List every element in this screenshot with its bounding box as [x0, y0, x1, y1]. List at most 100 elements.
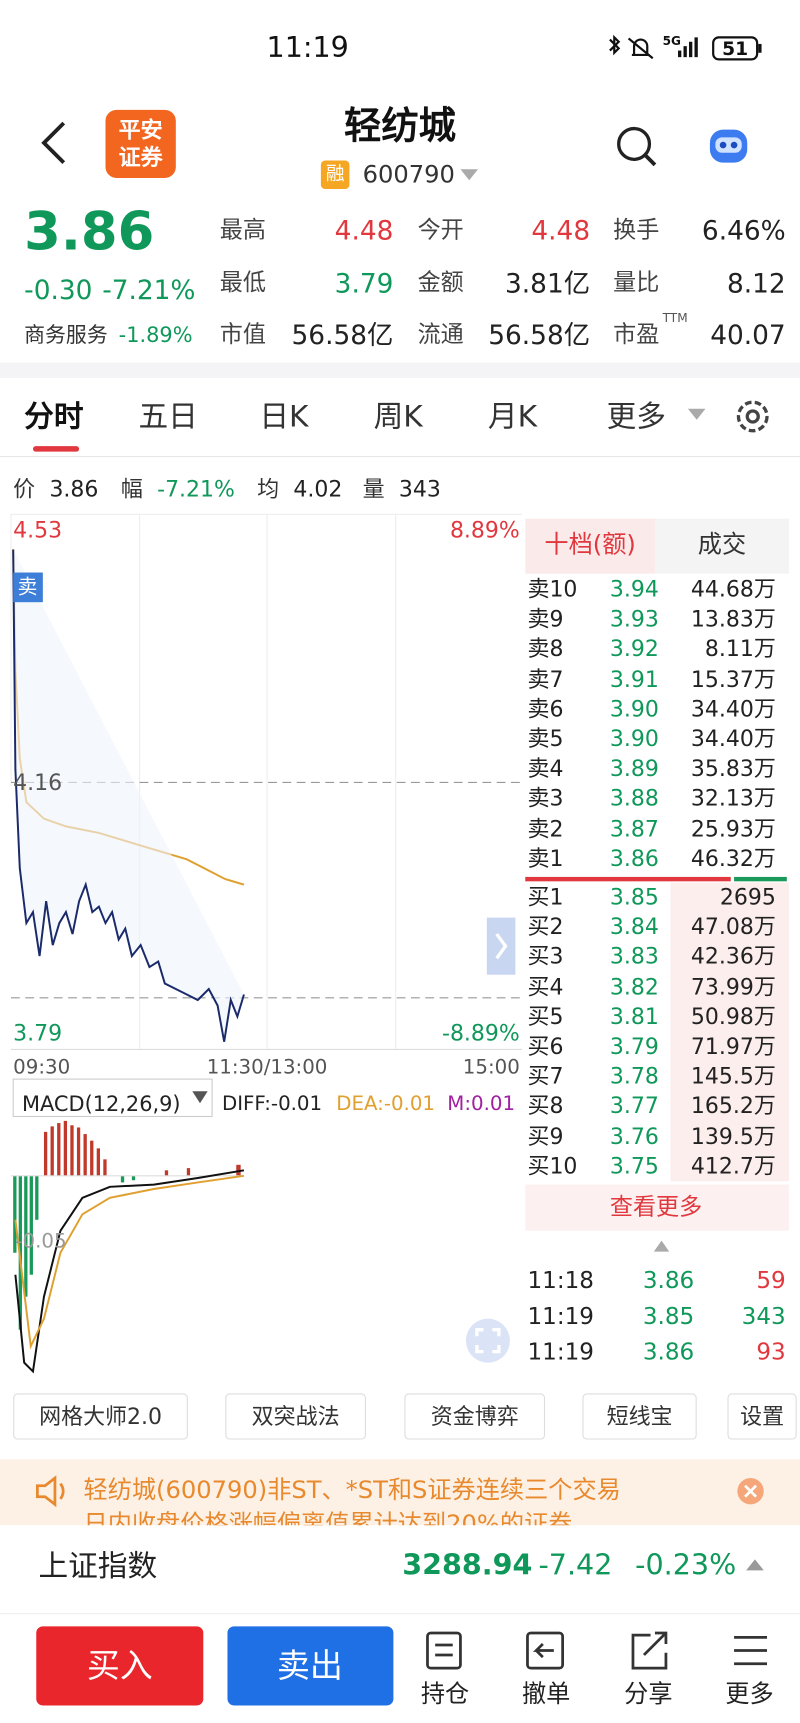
ob-level: 卖8 [527, 635, 564, 662]
time-label: 09:30 [13, 1056, 71, 1080]
ob-amount: 8.11万 [704, 635, 776, 662]
tool-label[interactable]: 短线宝 [606, 1403, 673, 1430]
ob-level: 买1 [527, 883, 564, 910]
sell-label[interactable]: 卖出 [276, 1647, 343, 1686]
ob-level: 买6 [527, 1032, 564, 1060]
stat-label: 最高 [219, 216, 266, 244]
ob-amount: 73.99万 [690, 973, 776, 1000]
info-value: 4.02 [293, 475, 343, 503]
divider [0, 456, 800, 458]
ob-price: 3.82 [609, 973, 659, 1000]
tool-label[interactable]: 双突战法 [251, 1403, 340, 1430]
tool-button[interactable] [727, 1393, 797, 1440]
ob-tab[interactable]: 十档(额) [544, 531, 636, 560]
tab[interactable]: 五日 [138, 399, 198, 434]
ob-level: 买7 [527, 1062, 564, 1090]
change-pct: -7.21% [102, 274, 196, 306]
ob-more[interactable]: 查看更多 [609, 1193, 703, 1221]
stat-label: 市盈 [613, 321, 660, 348]
stat-value: 56.58亿 [291, 319, 394, 351]
code-dropdown[interactable] [459, 168, 479, 181]
ob-price: 3.87 [609, 814, 659, 842]
action-label[interactable]: 分享 [624, 1681, 673, 1709]
info-label: 幅 [120, 475, 143, 503]
assistant-button[interactable] [703, 123, 754, 169]
ob-level: 卖4 [527, 755, 564, 782]
tab[interactable]: 日K [259, 399, 309, 434]
more-bg[interactable] [525, 1184, 790, 1231]
back-button[interactable] [33, 119, 77, 167]
macd-label[interactable]: MACD(12,26,9) [21, 1091, 181, 1117]
tool-label[interactable]: 设置 [740, 1403, 785, 1430]
trade-volume: 59 [756, 1267, 786, 1294]
info-label: 价 [13, 475, 36, 503]
tool-button[interactable] [225, 1393, 366, 1440]
tab[interactable]: 周K [373, 399, 423, 434]
info-value: -7.21% [157, 475, 235, 503]
stat-value: 8.12 [726, 267, 786, 299]
settings-button[interactable] [732, 396, 774, 438]
info-value: 3.86 [49, 475, 99, 503]
ob-price: 3.94 [609, 575, 659, 603]
action-label[interactable]: 撤单 [521, 1681, 571, 1709]
tool-button[interactable] [13, 1393, 188, 1440]
tool-label[interactable]: 网格大师2.0 [39, 1403, 162, 1430]
tab[interactable]: 月K [487, 399, 538, 434]
stat-label: 市值 [219, 321, 266, 348]
stat-value: 56.58亿 [488, 319, 591, 351]
gap [0, 362, 800, 379]
more-dropdown[interactable] [687, 408, 707, 421]
tab[interactable]: 分时 [24, 399, 84, 434]
notice-close[interactable] [736, 1477, 765, 1506]
macd-m: M:0.01 [447, 1092, 516, 1116]
stat-label: 量比 [613, 269, 660, 297]
axis-low: 3.79 [13, 1019, 63, 1047]
buy-label[interactable]: 买入 [86, 1647, 153, 1686]
ob-price: 3.85 [609, 883, 659, 910]
index-toggle[interactable] [745, 1558, 765, 1571]
ob-split-down [734, 876, 787, 882]
tab[interactable]: 更多 [606, 399, 666, 434]
ob-tab [654, 518, 790, 574]
ob-amount: 47.08万 [690, 913, 776, 940]
index-name: 上证指数 [38, 1549, 158, 1584]
ob-tab[interactable]: 成交 [697, 531, 747, 560]
ob-amount: 71.97万 [690, 1032, 776, 1060]
stat-value: 40.07 [710, 319, 786, 351]
stat-value: 4.48 [334, 214, 394, 246]
action-label[interactable]: 持仓 [420, 1681, 470, 1709]
ob-level: 买5 [527, 1003, 564, 1030]
ob-price: 3.81 [609, 1003, 659, 1030]
tool-button[interactable] [582, 1393, 697, 1440]
ob-amount: 139.5万 [690, 1122, 776, 1150]
index-change-pct: -0.23% [635, 1549, 737, 1583]
pe-note: TTM [662, 311, 688, 326]
ob-price: 3.88 [609, 785, 659, 812]
ob-level: 买9 [527, 1122, 564, 1150]
stat-label: 金额 [417, 269, 464, 297]
sell-button[interactable] [227, 1626, 394, 1706]
trade-volume: 93 [756, 1338, 786, 1366]
ob-price: 3.90 [609, 695, 659, 722]
ob-level: 卖2 [527, 814, 564, 842]
ob-level: 卖1 [527, 844, 564, 872]
ob-price: 3.75 [609, 1152, 659, 1179]
buy-button[interactable] [36, 1626, 204, 1706]
ob-amount: 15.37万 [690, 665, 776, 692]
action-label[interactable]: 更多 [725, 1681, 774, 1709]
time-label: 11:30/13:00 [206, 1056, 328, 1080]
axis-low-pct: -8.89% [442, 1019, 520, 1047]
ob-amount: 32.13万 [690, 785, 776, 812]
info-label: 均 [257, 475, 280, 503]
info-value: 343 [398, 475, 441, 503]
ob-amount: 145.5万 [690, 1062, 776, 1090]
margin-badge: 融 [325, 163, 345, 186]
action-icons [426, 1631, 768, 1670]
search-button[interactable] [613, 123, 661, 171]
ob-level: 买3 [527, 943, 564, 970]
ob-level: 买10 [527, 1152, 578, 1179]
tool-button[interactable] [404, 1393, 546, 1440]
tool-label[interactable]: 资金博弈 [430, 1403, 519, 1430]
trade-time: 11:19 [527, 1303, 594, 1330]
